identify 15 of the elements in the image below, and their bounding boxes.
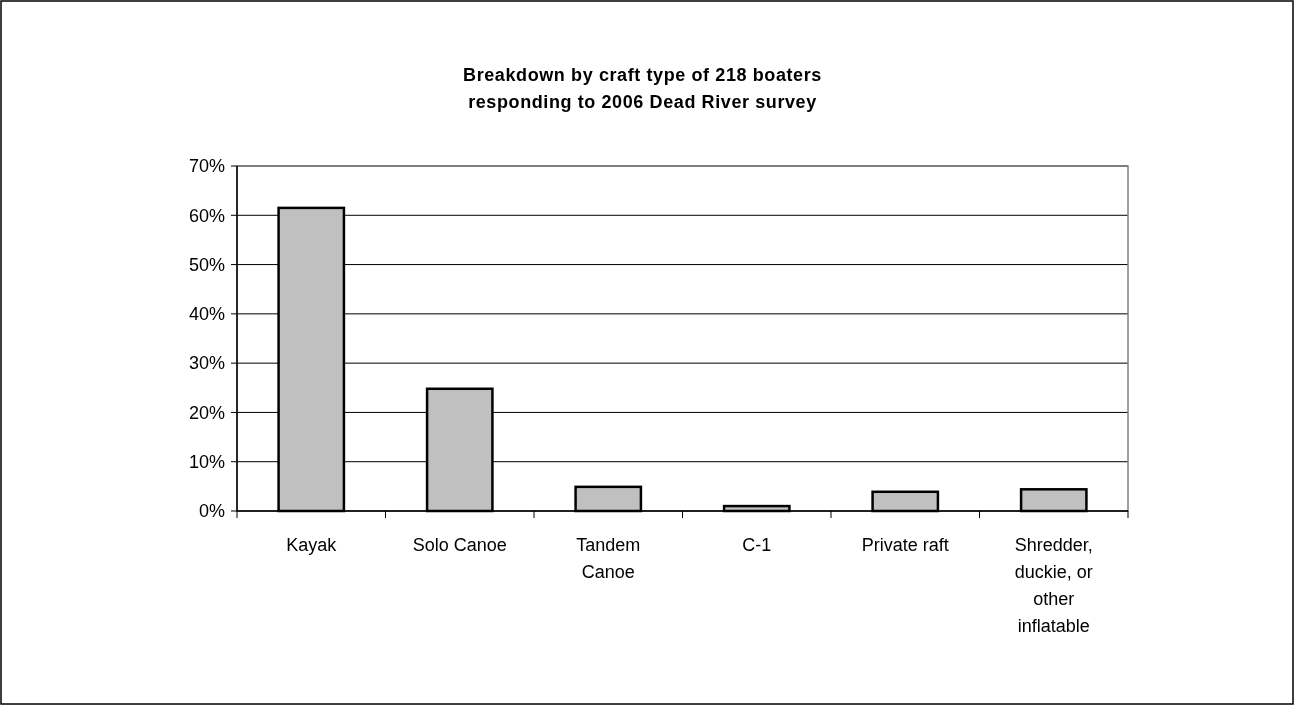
y-tick-label: 20% (188, 402, 225, 423)
x-tick-label: Tandem Canoe (576, 535, 641, 582)
y-tick-label: 40% (188, 304, 225, 325)
x-tick-label: Kayak (286, 535, 338, 555)
y-tick-label: 60% (188, 205, 225, 226)
x-tick-label: Shredder, duckie, or other inflatable (1014, 535, 1093, 636)
x-tick-label: Solo Canoe (412, 535, 507, 555)
x-tick-label: C-1 (742, 535, 772, 555)
y-tick-label: 50% (188, 254, 225, 275)
y-tick-label: 0% (198, 501, 225, 522)
y-tick-label: 70% (188, 156, 225, 177)
chart-title: Breakdown by craft type of 218 boaters responding to 2006 Dead River survey (463, 65, 822, 112)
y-tick-label: 30% (188, 353, 225, 374)
x-tick-label: Private raft (861, 535, 949, 555)
y-tick-label: 10% (188, 452, 225, 473)
